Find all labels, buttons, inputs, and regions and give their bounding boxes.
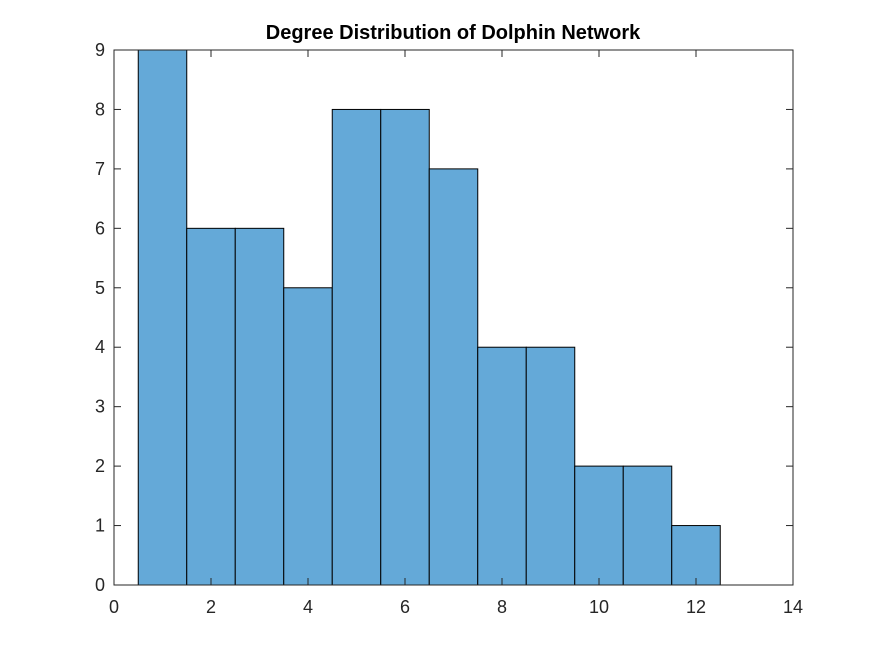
histogram-bar <box>380 108 430 586</box>
x-tick-label: 14 <box>783 597 803 617</box>
y-tick-label: 3 <box>95 397 105 417</box>
y-tick-label: 8 <box>95 99 105 119</box>
x-tick-label: 4 <box>303 597 313 617</box>
x-tick-label: 8 <box>497 597 507 617</box>
histogram-bar <box>525 346 576 586</box>
y-tick-label: 7 <box>95 159 105 179</box>
x-tick-label: 6 <box>400 597 410 617</box>
x-tick-label: 2 <box>206 597 216 617</box>
y-tick-label: 9 <box>95 40 105 60</box>
histogram-bar <box>622 465 673 586</box>
y-tick-label: 2 <box>95 456 105 476</box>
y-tick-label: 4 <box>95 337 105 357</box>
histogram-bar <box>234 227 285 586</box>
y-tick-label: 0 <box>95 575 105 595</box>
x-tick-label: 12 <box>686 597 706 617</box>
y-tick-label: 5 <box>95 278 105 298</box>
histogram-bar <box>671 525 721 586</box>
histogram-bar <box>574 465 624 586</box>
histogram-bar <box>186 227 236 586</box>
x-tick-label: 10 <box>589 597 609 617</box>
y-tick-label: 1 <box>95 516 105 536</box>
histogram-bar <box>137 49 188 586</box>
histogram-bar <box>331 108 382 586</box>
y-tick-label: 6 <box>95 218 105 238</box>
histogram-bar <box>477 346 527 586</box>
bars-group <box>137 49 721 586</box>
histogram-bar <box>283 287 333 586</box>
histogram-bar <box>428 168 479 586</box>
chart-title: Degree Distribution of Dolphin Network <box>266 22 641 44</box>
plot-area-box <box>113 49 794 586</box>
x-tick-label: 0 <box>109 597 119 617</box>
